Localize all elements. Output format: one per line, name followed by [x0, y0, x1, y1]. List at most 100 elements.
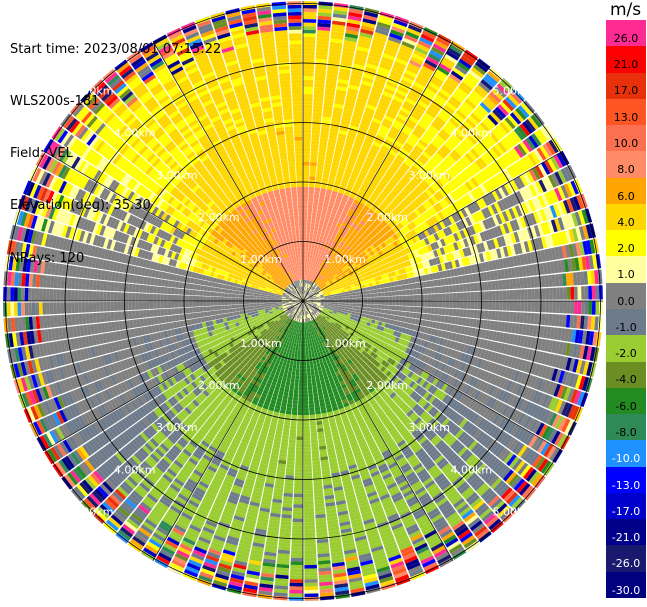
velocity-gate — [484, 281, 489, 291]
velocity-gate — [310, 286, 314, 290]
velocity-gate — [329, 216, 335, 221]
velocity-gate — [364, 176, 372, 184]
velocity-gate — [315, 216, 321, 221]
velocity-gate — [353, 107, 364, 114]
velocity-gate — [303, 233, 307, 237]
velocity-gate — [303, 126, 312, 130]
velocity-gate — [329, 227, 335, 233]
velocity-gate — [305, 243, 309, 248]
velocity-gate — [377, 296, 382, 301]
velocity-gate — [303, 115, 312, 120]
velocity-gate — [338, 75, 350, 81]
velocity-gate — [333, 9, 348, 16]
velocity-gate — [397, 85, 409, 94]
velocity-gate — [312, 385, 317, 390]
velocity-gate — [325, 270, 330, 275]
velocity-gate — [341, 152, 350, 159]
velocity-gate — [359, 306, 364, 311]
velocity-gate — [349, 193, 356, 199]
velocity-gate — [303, 204, 308, 209]
velocity-gate — [380, 309, 385, 314]
velocity-gate — [355, 161, 364, 167]
velocity-gate — [337, 82, 348, 88]
velocity-gate — [365, 104, 377, 111]
velocity-gate — [346, 94, 357, 101]
velocity-gate — [392, 122, 403, 131]
velocity-gate — [368, 52, 382, 60]
velocity-gate — [336, 211, 342, 217]
velocity-gate — [303, 97, 313, 102]
velocity-gate — [303, 29, 316, 34]
velocity-gate — [317, 253, 321, 258]
velocity-gate — [305, 290, 307, 295]
velocity-gate — [570, 301, 575, 314]
velocity-gate — [303, 40, 316, 45]
velocity-gate — [356, 46, 370, 53]
velocity-gate — [313, 259, 317, 264]
velocity-gate — [383, 87, 395, 96]
velocity-gate — [385, 42, 399, 51]
velocity-gate — [383, 313, 388, 319]
velocity-gate — [404, 121, 415, 130]
velocity-gate — [322, 263, 327, 268]
velocity-gate — [446, 76, 460, 87]
velocity-gate — [322, 225, 327, 230]
velocity-gate — [322, 259, 326, 264]
velocity-gate — [408, 283, 414, 290]
velocity-gate — [346, 211, 353, 218]
velocity-gate — [361, 226, 368, 232]
velocity-gate — [363, 110, 374, 118]
velocity-gate — [377, 168, 386, 175]
velocity-gate — [354, 138, 364, 145]
velocity-gate — [332, 257, 337, 262]
velocity-gate — [362, 290, 367, 295]
velocity-gate — [310, 425, 317, 430]
velocity-gate — [427, 301, 432, 308]
velocity-gate — [416, 306, 421, 313]
velocity-gate — [408, 115, 419, 124]
velocity-gate — [414, 46, 429, 56]
velocity-gate — [421, 115, 433, 125]
velocity-gate — [379, 313, 385, 318]
velocity-gate — [309, 360, 314, 365]
velocity-gate — [402, 306, 407, 312]
velocity-gate — [452, 284, 457, 293]
velocity-gate — [344, 142, 353, 148]
velocity-gate — [355, 309, 360, 313]
velocity-gate — [506, 301, 511, 311]
velocity-gate — [334, 304, 339, 307]
velocity-gate — [350, 205, 357, 212]
velocity-gate — [315, 276, 319, 280]
velocity-gate — [314, 245, 318, 250]
velocity-gate — [316, 245, 321, 250]
velocity-gate — [429, 103, 441, 113]
velocity-gate — [359, 220, 366, 226]
velocity-gate — [424, 294, 428, 301]
velocity-gate — [390, 126, 401, 134]
velocity-gate — [413, 81, 426, 91]
velocity-gate — [305, 295, 308, 299]
velocity-gate — [334, 225, 340, 231]
velocity-gate — [334, 302, 339, 305]
velocity-gate — [513, 301, 518, 312]
velocity-gate — [315, 264, 319, 269]
velocity-gate — [349, 4, 364, 8]
velocity-gate — [339, 216, 345, 222]
velocity-gate — [474, 291, 478, 301]
velocity-gate — [307, 219, 312, 223]
velocity-gate — [304, 283, 306, 287]
velocity-gate — [305, 283, 307, 288]
velocity-gate — [375, 154, 385, 162]
velocity-gate — [435, 94, 447, 104]
velocity-gate — [313, 94, 324, 99]
velocity-gate — [320, 184, 327, 190]
velocity-gate — [456, 301, 461, 309]
velocity-gate — [303, 51, 315, 55]
velocity-gate — [375, 107, 387, 115]
velocity-gate — [545, 288, 550, 300]
velocity-gate — [343, 206, 350, 212]
velocity-gate — [315, 260, 319, 265]
velocity-gate — [398, 47, 413, 56]
velocity-gate — [462, 78, 475, 90]
velocity-gate — [317, 231, 322, 236]
